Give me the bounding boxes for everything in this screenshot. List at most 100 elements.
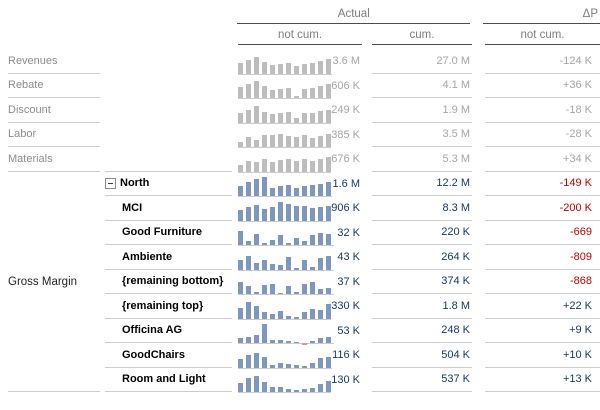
- sparkline: [238, 49, 333, 75]
- value-delta: +34 K: [485, 147, 600, 172]
- collapse-minus-icon[interactable]: [105, 177, 116, 189]
- item-label: {remaining top}: [122, 299, 204, 312]
- spark-bar: [246, 160, 251, 172]
- spark-bar: [318, 288, 323, 294]
- sparkline: [238, 221, 334, 246]
- table-row: {remaining top} 330 K 1.8 M +22 K: [0, 294, 600, 320]
- spark-bar: [278, 292, 283, 294]
- section-label-cell: [8, 343, 100, 368]
- value-delta: -868: [485, 270, 600, 294]
- section-label: Labor: [8, 128, 37, 141]
- spark-bar: [294, 66, 299, 74]
- value-not-cum: 130 K: [331, 373, 360, 386]
- value-not-cum: 53 K: [337, 324, 360, 337]
- actual-not-cum-cell: 116 K: [238, 343, 362, 369]
- header-group-row: Actual ΔP: [0, 8, 600, 24]
- item-label-cell: [105, 49, 232, 74]
- spark-bar: [262, 111, 267, 123]
- spark-bar: [262, 381, 267, 392]
- spark-bar: [310, 282, 315, 294]
- value-not-cum: 32 K: [337, 226, 360, 239]
- table-row: Ambiente 43 K 264 K -809: [0, 245, 600, 271]
- spark-bar: [278, 133, 283, 147]
- spark-bar: [246, 256, 251, 270]
- value-delta: +10 K: [485, 343, 600, 368]
- column-header-not-cum: not cum.: [238, 29, 362, 45]
- sparkline: [238, 196, 332, 222]
- section-label-cell: Materials: [8, 147, 100, 172]
- actual-not-cum-cell: 1.6 M: [238, 172, 362, 197]
- section-label-cell: [8, 368, 100, 392]
- spark-bar: [326, 356, 331, 368]
- spark-bar: [326, 205, 331, 221]
- item-label-cell: [105, 74, 232, 99]
- sparkline: [238, 147, 332, 173]
- value-delta: -124 K: [485, 49, 600, 74]
- spark-bar: [302, 259, 307, 270]
- spark-bar: [310, 341, 315, 343]
- value-cum: 8.3 M: [372, 196, 472, 221]
- table-row: North 1.6 M 12.2 M -149 K: [0, 172, 600, 197]
- spark-bar: [326, 336, 331, 343]
- spark-bar: [262, 284, 267, 294]
- spark-bar: [270, 207, 275, 221]
- spark-bar: [318, 158, 323, 172]
- value-not-cum: 3.6 M: [332, 55, 360, 68]
- value-delta: -149 K: [485, 172, 600, 196]
- spark-bar: [326, 181, 331, 196]
- spark-bar: [278, 264, 283, 270]
- spark-bar: [294, 317, 299, 319]
- spark-bar: [310, 160, 315, 172]
- table-row: MCI 906 K 8.3 M -200 K: [0, 196, 600, 222]
- item-label: Ambiente: [122, 250, 173, 263]
- spark-bar: [326, 134, 331, 147]
- table-row: Room and Light 130 K 537 K +13 K: [0, 368, 600, 393]
- spark-bar: [318, 358, 323, 368]
- spark-bar: [254, 139, 259, 147]
- table-row: Good Furniture 32 K 220 K -669: [0, 221, 600, 246]
- spark-bar: [254, 179, 259, 196]
- spark-bar: [318, 183, 323, 196]
- spark-bar: [310, 308, 315, 319]
- item-label: GoodChairs: [122, 348, 185, 361]
- value-not-cum: 116 K: [332, 349, 360, 362]
- spark-bar: [278, 159, 283, 172]
- section-label: Revenues: [8, 54, 58, 67]
- value-not-cum: 37 K: [337, 275, 360, 288]
- actual-not-cum-cell: 3.6 M: [238, 49, 362, 75]
- spark-bar: [238, 307, 243, 319]
- sparkline: [238, 172, 333, 197]
- value-cum: 220 K: [372, 221, 472, 245]
- spark-bar: [302, 240, 307, 245]
- spark-bar: [262, 208, 267, 221]
- spark-bar: [238, 186, 243, 196]
- value-delta: +22 K: [485, 294, 600, 319]
- actual-not-cum-cell: 606 K: [238, 74, 362, 99]
- spark-bar: [294, 188, 299, 196]
- spark-bar: [238, 338, 243, 343]
- spark-bar: [310, 185, 315, 196]
- value-cum: 537 K: [372, 368, 472, 392]
- spark-bar: [302, 343, 307, 346]
- table-row: Labor 385 K 3.5 M -28 K: [0, 123, 600, 148]
- header-spacer: [0, 8, 237, 24]
- value-delta: +36 K: [485, 74, 600, 98]
- spark-bar: [310, 362, 315, 368]
- sparkline: [238, 98, 332, 124]
- section-label-cell: [8, 221, 100, 246]
- spark-bar: [262, 356, 267, 368]
- spark-bar: [286, 62, 291, 74]
- spark-bar: [286, 136, 291, 147]
- value-cum: 27.0 M: [372, 49, 472, 74]
- value-cum: 12.2 M: [372, 172, 472, 196]
- column-group-actual: Actual: [237, 8, 471, 24]
- spark-bar: [262, 135, 267, 147]
- sparkline: [238, 294, 332, 320]
- item-label-cell: [105, 123, 232, 148]
- value-cum: 4.1 M: [372, 74, 472, 98]
- sparkline: [238, 245, 334, 271]
- value-not-cum: 43 K: [337, 251, 360, 264]
- spark-bar: [254, 205, 259, 221]
- section-label-cell: [8, 172, 100, 197]
- spark-bar: [302, 63, 307, 74]
